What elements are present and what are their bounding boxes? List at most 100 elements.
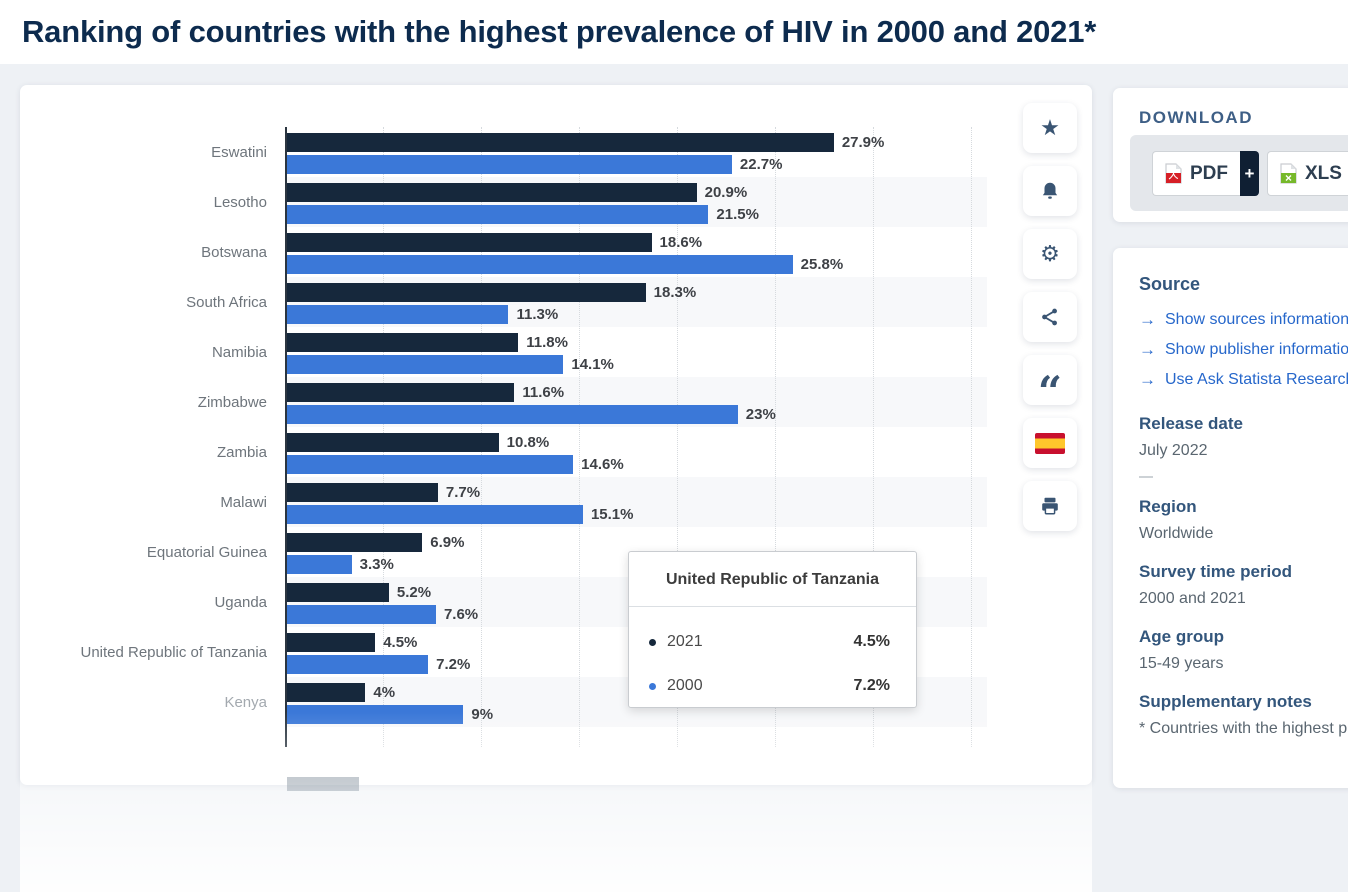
value-label: 5.2% xyxy=(396,584,432,601)
bar-2021[interactable] xyxy=(287,133,834,152)
bar-2021[interactable] xyxy=(287,533,423,552)
print-button[interactable] xyxy=(1023,481,1077,531)
page-header xyxy=(0,0,1348,64)
value-label: 4% xyxy=(373,684,396,701)
survey-period-section: Survey time period 2000 and 2021 xyxy=(1139,562,1348,608)
meta-value: Worldwide xyxy=(1139,525,1214,542)
settings-button[interactable]: ⚙ xyxy=(1023,229,1077,279)
meta-label: Release date xyxy=(1139,414,1243,433)
chart-plot: Eswatini 27.9% 22.7% Lesotho 20.9% 21.5% Botsw… xyxy=(20,127,1092,892)
bar-2021[interactable] xyxy=(287,583,389,602)
chart-row: Kenya 4% 9% xyxy=(20,677,1092,727)
tooltip-series-label: 2021 xyxy=(667,633,703,650)
tooltip-title: United Republic of Tanzania xyxy=(665,571,880,588)
bar-2000[interactable] xyxy=(287,305,509,324)
download-pdf-button[interactable]: PDF + xyxy=(1152,151,1259,196)
bar-2021[interactable] xyxy=(287,383,515,402)
chart-row: United Republic of Tanzania 4.5% 7.2% xyxy=(20,627,1092,677)
bar-2000[interactable] xyxy=(287,505,583,524)
spain-flag-icon xyxy=(1035,432,1065,454)
value-label: 7.6% xyxy=(443,606,479,623)
bar-2000[interactable] xyxy=(287,155,732,174)
value-label: 11.6% xyxy=(522,384,565,401)
value-label: 10.8% xyxy=(506,434,550,451)
meta-label: Supplementary notes xyxy=(1139,692,1312,711)
supplementary-notes-section: Supplementary notes * Countries with the… xyxy=(1139,692,1348,738)
partial-next-row-bar xyxy=(287,777,359,791)
gridline-30pct xyxy=(873,127,874,747)
value-label: 3.3% xyxy=(359,556,394,573)
value-label: 14.1% xyxy=(571,356,614,373)
tooltip-series-value: 4.5% xyxy=(853,633,890,650)
value-label: 22.7% xyxy=(739,156,783,173)
chart-row: Zimbabwe 11.6% 23% xyxy=(20,377,1092,427)
download-panel: DOWNLOAD PDF + xyxy=(1113,88,1348,222)
pdf-plus-segment[interactable]: + xyxy=(1240,151,1259,196)
bar-2000[interactable] xyxy=(287,255,793,274)
category-label: Kenya xyxy=(224,693,267,711)
bar-2000[interactable] xyxy=(287,355,564,374)
bell-icon xyxy=(1042,182,1058,199)
arrow-right-icon: → xyxy=(1139,310,1156,329)
series-2021-bullet xyxy=(649,638,656,646)
tooltip-row-2021: 2021 4.5% xyxy=(649,620,890,664)
region-section: Region Worldwide xyxy=(1139,497,1348,543)
meta-label: Age group xyxy=(1139,627,1224,646)
bar-2000[interactable] xyxy=(287,555,352,574)
chart-row: Namibia 11.8% 14.1% xyxy=(20,327,1092,377)
category-label: Equatorial Guinea xyxy=(146,543,267,561)
value-label: 11.8% xyxy=(526,334,568,351)
tooltip-series-value: 7.2% xyxy=(853,677,890,694)
bar-2021[interactable] xyxy=(287,283,646,302)
notification-button[interactable] xyxy=(1023,166,1077,216)
ask-statista-link[interactable]: → Use Ask Statista Research Service xyxy=(1139,370,1348,389)
value-label: 4.5% xyxy=(383,634,418,651)
value-label: 21.5% xyxy=(716,206,759,223)
favorite-button[interactable]: ★ xyxy=(1023,103,1077,153)
value-label: 25.8% xyxy=(800,256,844,273)
show-sources-link[interactable]: → Show sources information xyxy=(1139,310,1348,329)
citation-button[interactable]: “ xyxy=(1023,355,1077,413)
chart-tooltip: United Republic of Tanzania 2021 4.5% 20… xyxy=(628,551,917,708)
chart-row: Equatorial Guinea 6.9% 3.3% xyxy=(20,527,1092,577)
arrow-right-icon: → xyxy=(1139,370,1156,389)
value-label: 11.3% xyxy=(516,306,559,323)
download-tray: PDF + XLS + xyxy=(1130,135,1348,211)
share-button[interactable] xyxy=(1023,292,1077,342)
download-xls-button[interactable]: XLS + xyxy=(1267,151,1348,196)
bar-2021[interactable] xyxy=(287,433,499,452)
section-divider xyxy=(1139,476,1153,478)
xls-file-icon xyxy=(1280,163,1297,184)
chart-bottom-fade xyxy=(20,712,1092,892)
category-label: Uganda xyxy=(214,593,267,611)
source-heading: Source xyxy=(1139,274,1201,294)
bar-2021[interactable] xyxy=(287,483,438,502)
meta-value: July 2022 xyxy=(1139,442,1208,459)
bar-2000[interactable] xyxy=(287,455,574,474)
language-button[interactable] xyxy=(1023,418,1077,468)
download-heading: DOWNLOAD xyxy=(1139,108,1253,127)
bar-2021[interactable] xyxy=(287,183,697,202)
chart-card: Eswatini 27.9% 22.7% Lesotho 20.9% 21.5% Botsw… xyxy=(20,85,1092,892)
bar-2000[interactable] xyxy=(287,605,436,624)
value-label: 23% xyxy=(745,406,776,423)
bar-2021[interactable] xyxy=(287,633,376,652)
meta-label: Survey time period xyxy=(1139,562,1293,581)
category-label: Botswana xyxy=(201,243,267,261)
series-2000-bullet xyxy=(649,682,656,690)
bar-2000[interactable] xyxy=(287,405,738,424)
value-label: 20.9% xyxy=(704,184,748,201)
category-label: Namibia xyxy=(211,343,267,361)
show-publisher-link[interactable]: → Show publisher information xyxy=(1139,340,1348,359)
category-label: Zambia xyxy=(216,443,267,461)
bar-2000[interactable] xyxy=(287,205,709,224)
bar-2000[interactable] xyxy=(287,705,464,724)
category-label: United Republic of Tanzania xyxy=(80,643,267,661)
bar-2021[interactable] xyxy=(287,683,366,702)
bar-2021[interactable] xyxy=(287,233,652,252)
bar-2000[interactable] xyxy=(287,655,429,674)
pdf-button-label: PDF xyxy=(1190,162,1228,184)
bar-2021[interactable] xyxy=(287,333,519,352)
meta-value: 15-49 years xyxy=(1139,655,1224,672)
statistic-info-panel: Source → Show sources information → Show… xyxy=(1113,248,1348,788)
